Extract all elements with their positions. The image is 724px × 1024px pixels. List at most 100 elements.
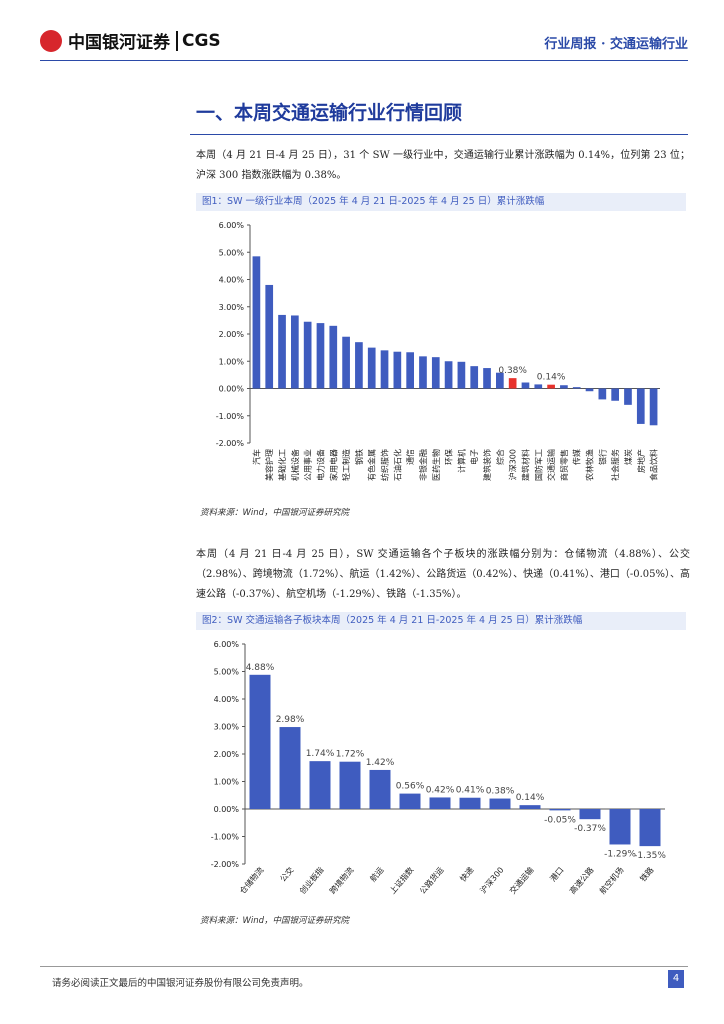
figure-caption: 图2：SW 交通运输各子板块本周（2025 年 4 月 21 日-2025 年 … [196,612,686,630]
data-label: 0.56% [396,782,425,792]
bar [342,336,350,389]
logo-icon [40,29,62,52]
data-label: 4.88% [246,663,275,673]
bar [316,323,325,389]
chart: -2.00% -1.00% 0.00% 1.00% 2.00% 3.00% 4.00% 5.0… [211,640,667,896]
y-tick-label: 4.00% [219,276,245,285]
x-tick-label: 石油石化 [392,449,402,481]
x-tick-label: 计算机 [456,449,466,473]
data-label: 1.72% [336,750,365,760]
x-tick-label: 电力设备 [315,449,325,481]
y-tick-label: 0.00% [214,805,240,814]
bar [380,350,389,389]
figure-source: 资料来源：Wind，中国银河证券研究院 [200,916,350,926]
data-label: 0.38% [498,366,527,376]
page-number: 4 [668,970,684,988]
x-tick-label: 创业板指 [297,865,325,896]
bar [483,368,491,389]
x-tick-label: 非银金融 [418,449,428,481]
bar [399,793,421,809]
data-label: 0.41% [456,786,485,796]
x-tick-label: 跨境物流 [327,865,355,896]
data-label: 1.42% [366,758,395,768]
paragraph: 本周（4 月 21 日-4 月 25 日），SW 交通运输各个子板块的涨跌幅分别… [196,549,690,600]
data-label: 0.42% [426,785,455,795]
x-tick-label: 房地产 [636,449,646,473]
x-tick-label: 沪深300 [478,865,506,895]
bar [534,384,543,389]
y-tick-label: 6.00% [219,221,245,230]
x-tick-label: 机械设备 [290,449,300,481]
bar [598,388,607,400]
bar [508,378,517,389]
y-tick-label: 1.00% [219,357,245,366]
y-tick-label: 0.00% [219,385,245,394]
x-tick-label: 交通运输 [507,865,535,896]
x-tick-label: 通信 [405,449,415,465]
bar [549,809,571,811]
bar [309,761,331,809]
bar [459,797,481,809]
bar [560,385,568,389]
bar [329,325,338,389]
data-label: -0.05% [544,815,576,825]
x-tick-label: 钢铁 [354,449,364,465]
bar [367,347,376,389]
data-label: -1.35% [634,851,666,861]
bar [419,356,427,389]
bar [547,384,555,389]
data-label: 0.14% [516,793,545,803]
x-tick-label: 建筑材料 [520,449,530,481]
x-tick-label: 公用事业 [303,449,313,481]
x-tick-label: 农林牧渔 [585,449,595,481]
bar [249,674,271,809]
bar [519,805,541,809]
x-tick-label: 航运 [368,865,386,884]
bar [265,284,274,389]
bar [457,361,466,389]
x-tick-label: 美容护理 [264,449,274,481]
x-tick-label: 上证指数 [387,865,415,896]
data-label: 2.98% [276,715,305,725]
logo-en: CGS [176,30,221,51]
bar [579,809,601,820]
x-tick-label: 建筑装饰 [482,449,492,481]
x-tick-label: 有色金属 [367,449,377,481]
figure-source: 资料来源：Wind，中国银河证券研究院 [200,508,350,518]
y-tick-label: 6.00% [214,640,240,649]
footer-rule [40,966,688,967]
x-tick-label: 沪深300 [508,449,518,480]
y-tick-label: 4.00% [214,695,240,704]
y-tick-label: -2.00% [211,860,240,869]
x-tick-label: 交通运输 [546,449,556,481]
x-tick-label: 铁路 [638,865,656,884]
bar [406,352,414,389]
x-tick-label: 航空机场 [597,865,625,896]
x-tick-label: 社会服务 [610,449,620,481]
bar [429,797,451,809]
data-label: 0.14% [537,373,566,383]
y-tick-label: 2.00% [219,330,245,339]
chart: -2.00% -1.00% 0.00% 1.00% 2.00% 3.00% 4.00% 5.0… [216,221,660,481]
y-tick-label: 2.00% [214,750,240,759]
figure-caption: 图1：SW 一级行业本周（2025 年 4 月 21 日-2025 年 4 月 … [196,193,686,211]
y-tick-label: 3.00% [214,723,240,732]
bar [393,351,402,389]
x-tick-label: 公路货运 [417,865,445,896]
x-tick-label: 食品饮料 [649,449,659,481]
x-tick-label: 仓储物流 [237,865,265,896]
section-rule [190,134,688,135]
bar [521,382,530,389]
bar [585,388,594,392]
x-tick-label: 电子 [469,449,479,465]
bar [291,315,299,389]
y-tick-label: -2.00% [216,439,245,448]
x-tick-label: 综合 [495,449,505,465]
section-title: 一、本周交通运输行业行情回顾 [196,102,463,124]
bar [444,361,453,389]
logo: 中国银河证券 CGS [40,28,221,53]
report-type: 行业周报 · 交通运输行业 [544,37,688,52]
x-tick-label: 传媒 [572,449,582,465]
x-tick-label: 国防军工 [533,449,543,481]
